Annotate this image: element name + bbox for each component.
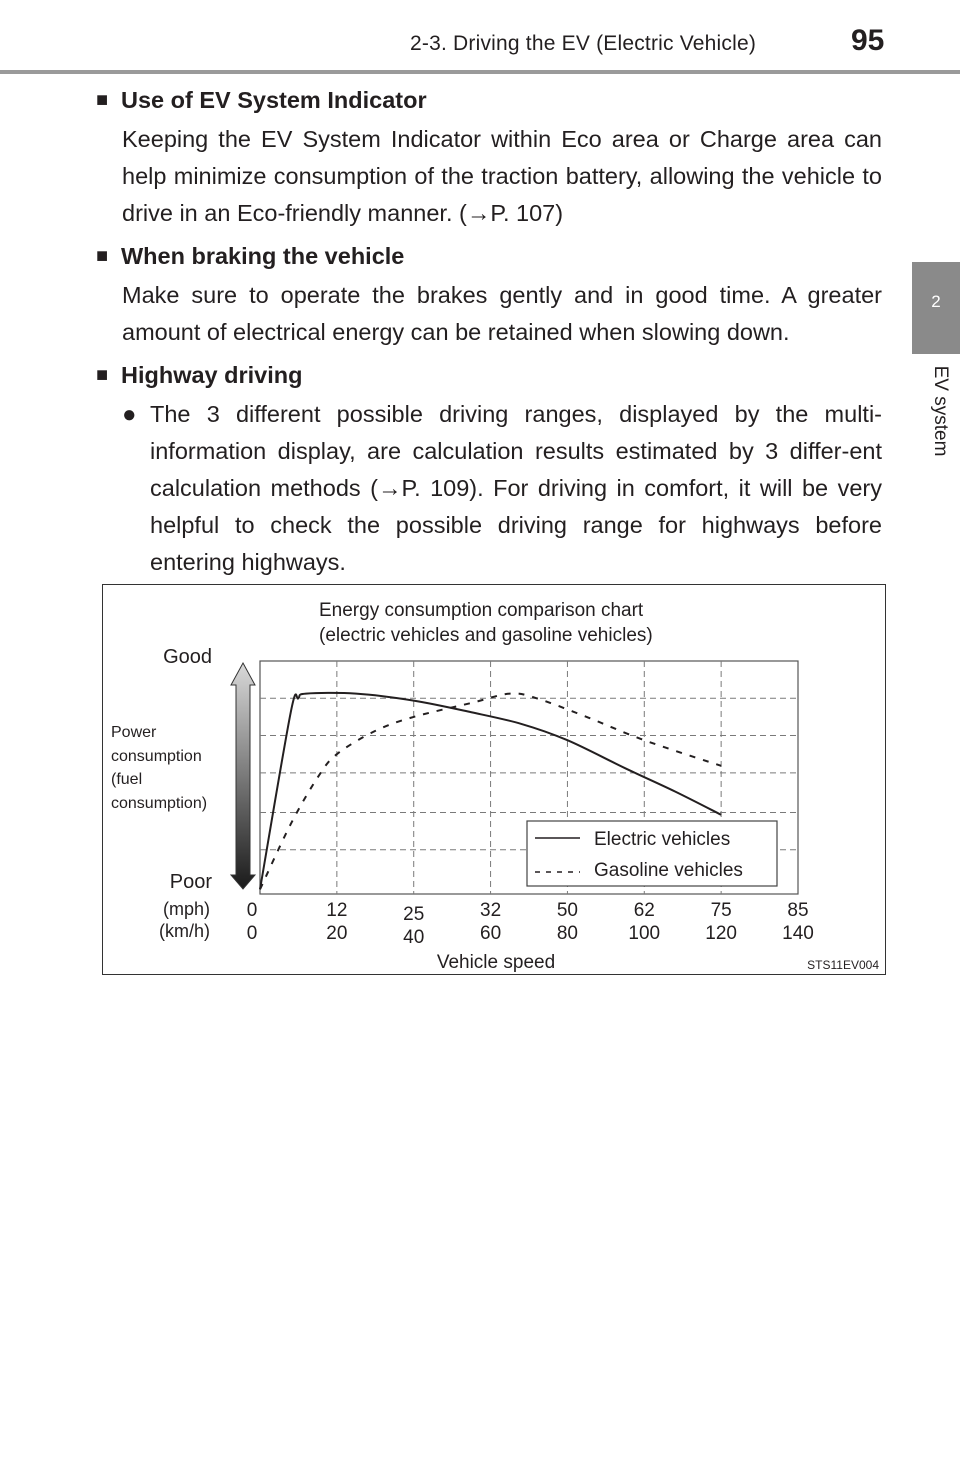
x-tick-mph: 85 bbox=[787, 900, 808, 921]
section-heading-text: Highway driving bbox=[121, 362, 303, 388]
side-tab-number: 2 bbox=[912, 262, 960, 354]
x-tick-kmh: 40 bbox=[403, 927, 424, 948]
bullet-item: ● The 3 different possible driving range… bbox=[122, 396, 882, 581]
y-bottom-label: Poor bbox=[170, 871, 213, 893]
x-unit-kmh: (km/h) bbox=[159, 921, 210, 941]
plot-area bbox=[259, 660, 799, 895]
x-tick-kmh: 20 bbox=[326, 923, 347, 944]
x-tick-mph: 62 bbox=[634, 900, 655, 921]
section-heading-text: Use of EV System Indicator bbox=[121, 87, 427, 113]
x-unit-mph: (mph) bbox=[163, 899, 210, 919]
x-axis-label: Vehicle speed bbox=[437, 952, 555, 973]
section-heading: ■ Use of EV System Indicator bbox=[96, 82, 882, 118]
x-tick-kmh: 140 bbox=[782, 923, 814, 944]
x-tick-mph: 75 bbox=[711, 900, 732, 921]
x-tick-kmh: 80 bbox=[557, 923, 578, 944]
header-title: 2-3. Driving the EV (Electric Vehicle) bbox=[410, 32, 757, 55]
x-tick-mph: 12 bbox=[326, 900, 347, 921]
square-bullet-icon: ■ bbox=[96, 89, 109, 111]
side-tab-label: EV system bbox=[930, 365, 951, 457]
x-tick-kmh: 0 bbox=[247, 923, 258, 944]
gasoline-vehicles-line bbox=[259, 692, 722, 890]
legend-box bbox=[526, 820, 778, 887]
x-tick-kmh: 60 bbox=[480, 923, 501, 944]
chart-canvas: Energy consumption comparison chart (ele… bbox=[111, 600, 879, 973]
legend-electric-label: Electric vehicles bbox=[594, 829, 730, 850]
legend: Electric vehicles Gasoline vehicles bbox=[526, 820, 778, 887]
y-axis-label-line: (fuel bbox=[111, 771, 142, 788]
electric-vehicles-line bbox=[259, 691, 722, 890]
section-heading-text: When braking the vehicle bbox=[121, 243, 405, 269]
legend-gasoline-label: Gasoline vehicles bbox=[594, 860, 743, 881]
square-bullet-icon: ■ bbox=[96, 245, 109, 267]
section-heading: ■ When braking the vehicle bbox=[96, 238, 882, 274]
round-bullet-icon: ● bbox=[122, 401, 137, 428]
x-tick-mph: 25 bbox=[403, 904, 424, 925]
page-number: 95 bbox=[851, 24, 885, 57]
section-paragraph: Make sure to operate the brakes gently a… bbox=[122, 282, 882, 345]
x-tick-mph: 0 bbox=[247, 900, 258, 921]
header-divider bbox=[0, 70, 960, 74]
x-tick-kmh: 120 bbox=[705, 923, 737, 944]
x-tick-kmh: 100 bbox=[628, 923, 660, 944]
section-heading: ■ Highway driving bbox=[96, 357, 882, 393]
energy-consumption-chart: Energy consumption comparison chart (ele… bbox=[102, 584, 886, 975]
good-poor-arrow-icon bbox=[229, 661, 257, 890]
y-axis-label-line: consumption) bbox=[111, 795, 207, 812]
series-layer bbox=[259, 691, 722, 890]
figure-code: STS11EV004 bbox=[807, 958, 879, 972]
y-axis-label-line: consumption bbox=[111, 748, 202, 765]
y-axis-label-line: Power bbox=[111, 724, 157, 741]
chart-subtitle: (electric vehicles and gasoline vehicles… bbox=[319, 625, 653, 646]
square-bullet-icon: ■ bbox=[96, 364, 109, 386]
x-tick-mph: 32 bbox=[480, 900, 501, 921]
x-tick-mph: 50 bbox=[557, 900, 578, 921]
page-content: ■ Use of EV System Indicator Keeping the… bbox=[96, 82, 882, 581]
chart-title: Energy consumption comparison chart bbox=[319, 600, 644, 621]
section-paragraph: Keeping the EV System Indicator within E… bbox=[122, 126, 882, 226]
y-top-label: Good bbox=[163, 646, 212, 668]
bullet-text: The 3 different possible driving ranges,… bbox=[150, 401, 882, 575]
